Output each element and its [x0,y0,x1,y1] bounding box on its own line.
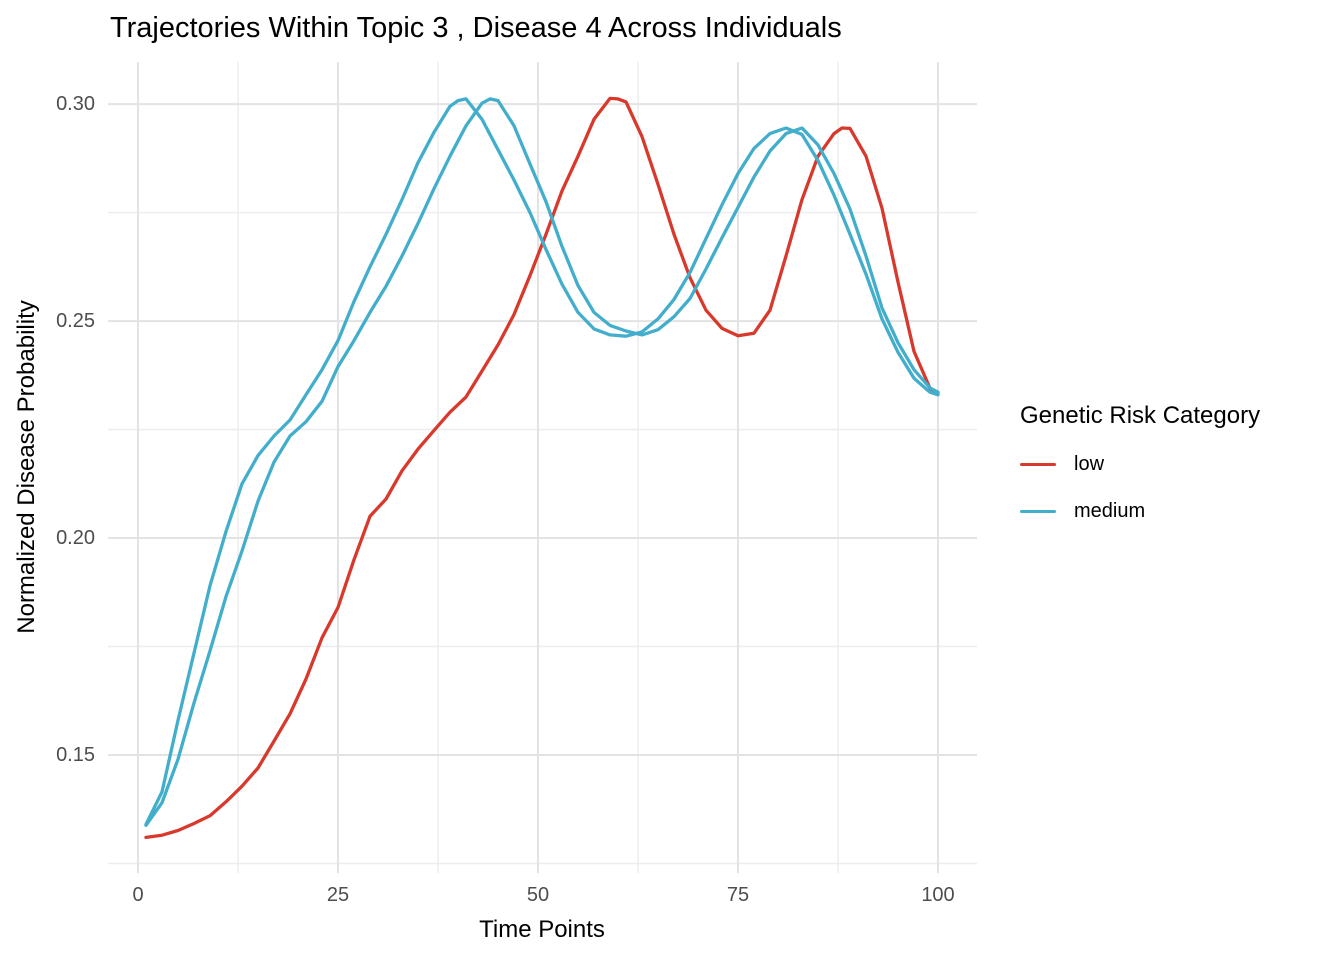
series-line-medium-a [144,97,940,827]
x-axis-title: Time Points [479,916,605,943]
x-axis-tick-label: 0 [132,884,144,906]
legend-item-label-low: low [1074,452,1105,475]
legend-key-line-medium [1020,509,1056,513]
series-line-medium-b [144,97,940,827]
series-line-low [144,96,940,840]
y-axis-tick-label: 0.20 [56,527,95,549]
legend: Genetic Risk Category low medium [1020,401,1260,525]
legend-item-low: low [1020,450,1260,478]
y-axis-tick-label: 0.30 [56,93,95,115]
legend-item-medium: medium [1020,497,1260,525]
legend-title: Genetic Risk Category [1020,402,1261,429]
chart-title: Trajectories Within Topic 3 , Disease 4 … [110,12,842,44]
x-axis-tick-label: 100 [921,884,955,906]
x-axis-tick-label: 50 [526,884,550,906]
y-axis-tick-label: 0.25 [56,310,95,332]
x-axis-tick-label: 75 [726,884,750,906]
x-axis-tick-label: 25 [326,884,350,906]
legend-key-line-low [1020,462,1056,466]
legend-item-label-medium: medium [1074,499,1146,522]
y-axis-tick-label: 0.15 [56,744,95,766]
